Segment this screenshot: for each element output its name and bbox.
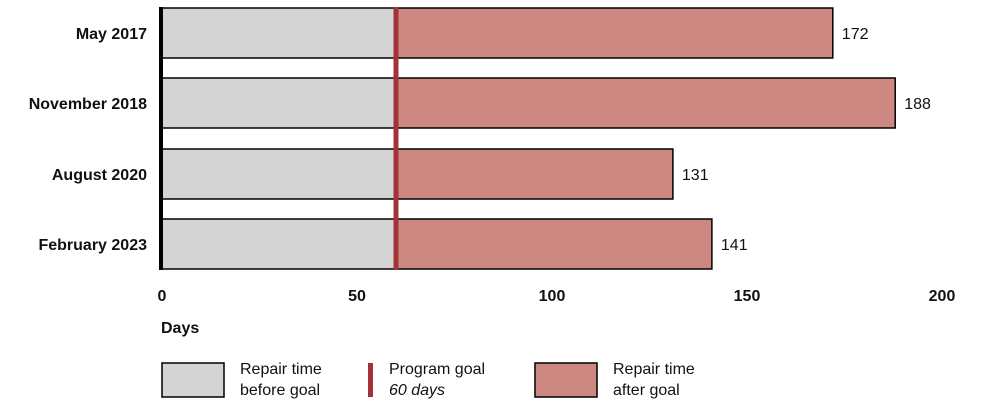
bar-after-goal-november-2018 [395, 77, 896, 129]
legend-label-after-goal-line1: Repair time [613, 361, 695, 378]
legend-goal-line-mark [368, 363, 373, 397]
axis-layer: 0 50 100 150 200 [158, 7, 956, 305]
goal-line [393, 7, 399, 270]
category-label-august-2020: August 2020 [52, 167, 147, 184]
goal-line-layer [393, 7, 399, 270]
legend-label-before-goal-line2: before goal [240, 382, 320, 399]
value-label-may-2017: 172 [842, 26, 869, 43]
category-label-february-2023: February 2023 [38, 237, 147, 254]
legend-label-goal-line2: 60 days [389, 382, 445, 399]
x-tick-label-100: 100 [539, 288, 566, 305]
x-tick-label-50: 50 [348, 288, 366, 305]
legend: Repair time before goal Program goal 60 … [161, 361, 695, 399]
category-label-may-2017: May 2017 [76, 26, 147, 43]
x-tick-label-150: 150 [734, 288, 761, 305]
bar-after-goal-february-2023 [395, 218, 713, 270]
value-label-november-2018: 188 [904, 96, 931, 113]
y-axis-line [159, 7, 163, 270]
bar-before-goal-august-2020 [161, 148, 397, 200]
labels-layer: 172 May 2017 188 November 2018 131 August 202… [29, 26, 931, 254]
legend-swatch-after-goal [534, 362, 598, 398]
legend-label-before-goal-line1: Repair time [240, 361, 322, 378]
bar-before-goal-november-2018 [161, 77, 397, 129]
x-tick-label-0: 0 [158, 288, 167, 305]
legend-label-after-goal-line2: after goal [613, 382, 680, 399]
legend-label-goal-line1: Program goal [389, 361, 485, 378]
bars-layer [161, 7, 896, 270]
value-label-august-2020: 131 [682, 167, 709, 184]
x-tick-label-200: 200 [929, 288, 956, 305]
bar-after-goal-august-2020 [395, 148, 674, 200]
bar-before-goal-february-2023 [161, 218, 397, 270]
category-label-november-2018: November 2018 [29, 96, 147, 113]
value-label-february-2023: 141 [721, 237, 748, 254]
bar-after-goal-may-2017 [395, 7, 834, 59]
legend-swatch-before-goal [161, 362, 225, 398]
x-axis-title: Days [161, 320, 199, 337]
bar-before-goal-may-2017 [161, 7, 397, 59]
